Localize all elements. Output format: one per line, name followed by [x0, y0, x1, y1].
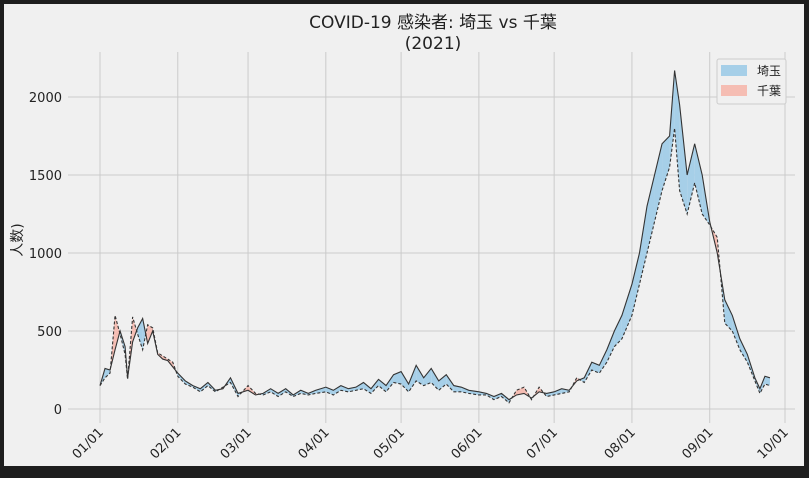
chart-subtitle: (2021) [405, 34, 462, 54]
y-tick-label: 1500 [29, 169, 62, 184]
legend-swatch-saitama [721, 65, 747, 76]
plot-area [68, 52, 795, 423]
y-tick-label: 1000 [29, 247, 62, 262]
y-tick-label: 500 [37, 325, 62, 340]
y-axis-label: 人数) [10, 223, 26, 256]
y-tick-label: 2000 [29, 91, 62, 106]
y-tick-label: 0 [54, 403, 62, 418]
legend-label-saitama: 埼玉 [757, 64, 781, 78]
legend-label-chiba: 千葉 [757, 84, 781, 98]
legend: 埼玉 千葉 [717, 59, 786, 104]
legend-swatch-chiba [721, 85, 747, 96]
chart-title: COVID-19 感染者: 埼玉 vs 千葉 [309, 13, 557, 33]
